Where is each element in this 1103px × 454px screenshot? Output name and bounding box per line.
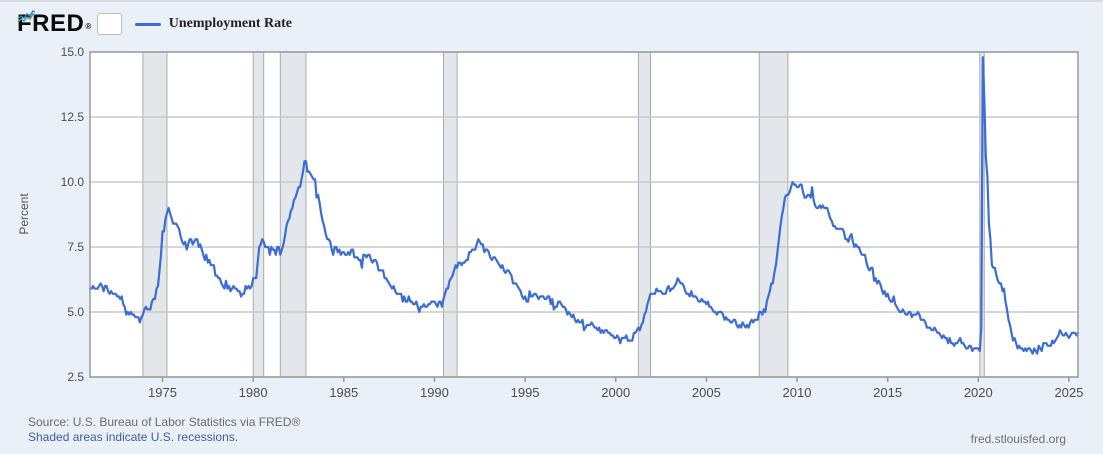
unemployment-rate-line — [88, 56, 1080, 355]
recession-band — [280, 52, 306, 377]
legend-line-swatch — [134, 22, 161, 26]
recessions-note-link[interactable]: Shaded areas indicate U.S. recessions. — [28, 430, 239, 444]
recession-band — [638, 52, 651, 377]
chart-header: FRED® Unemployment Rate — [17, 10, 292, 38]
fred-logo-sparkline-icon — [17, 10, 122, 35]
fred-watermark: fred.stlouisfed.org — [970, 432, 1066, 446]
footer-notes: Source: U.S. Bureau of Labor Statistics … — [28, 415, 300, 445]
recession-band — [443, 52, 458, 377]
recession-band — [759, 52, 788, 377]
legend: Unemployment Rate — [134, 16, 293, 32]
registered-mark: ® — [85, 22, 92, 31]
y-axis-title: Percent — [17, 193, 31, 235]
recession-band — [142, 52, 168, 377]
recession-band — [253, 52, 264, 377]
legend-series-label: Unemployment Rate — [168, 16, 293, 31]
source-text: Source: U.S. Bureau of Labor Statistics … — [28, 415, 301, 429]
plot-border — [89, 51, 1079, 378]
